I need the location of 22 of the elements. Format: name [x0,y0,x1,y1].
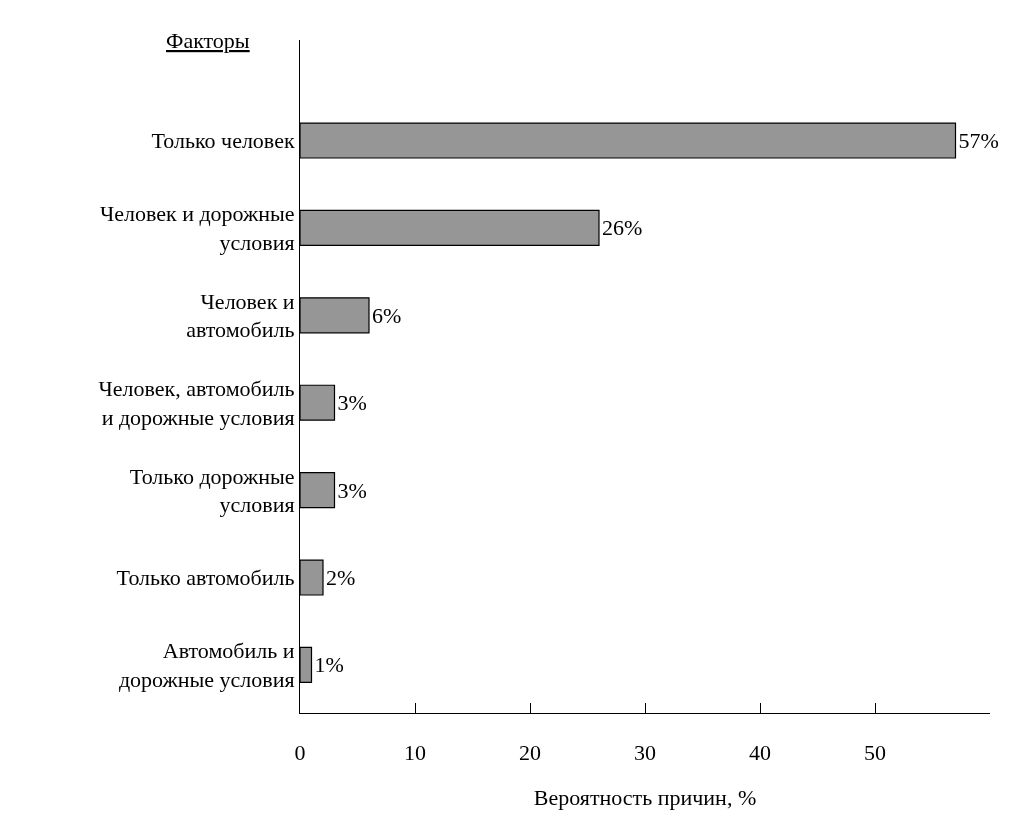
y-tick-label: Автомобиль и дорожные условия [118,638,295,692]
x-tick-label: 0 [294,740,306,766]
y-tick-label: Человек, автомобиль и дорожные условия [98,376,295,430]
x-tick-label: 10 [404,740,426,766]
x-tick-label: 20 [519,740,541,766]
data-label: 57% [958,128,999,154]
x-tick-label: 30 [634,740,656,766]
data-label: 6% [372,302,402,328]
data-label: 2% [326,565,356,591]
data-label: 26% [602,215,643,241]
y-tick-label: Только автомобиль [116,565,295,591]
data-label: 3% [337,390,367,416]
y-tick-label: Только дорожные условия [129,463,295,518]
x-tick-label: 40 [749,740,771,766]
y-tick-label: Только человек [151,128,295,154]
x-tick-label: 50 [864,740,886,766]
y-tick-label: Человек и автомобиль [186,288,295,343]
x-axis-title: Вероятность причин, % [533,785,757,811]
data-label: 3% [337,477,367,503]
y-tick-label: Человек и дорожные условия [99,201,295,255]
data-label: 1% [314,652,344,678]
y-axis-title: Факторы [166,28,250,53]
